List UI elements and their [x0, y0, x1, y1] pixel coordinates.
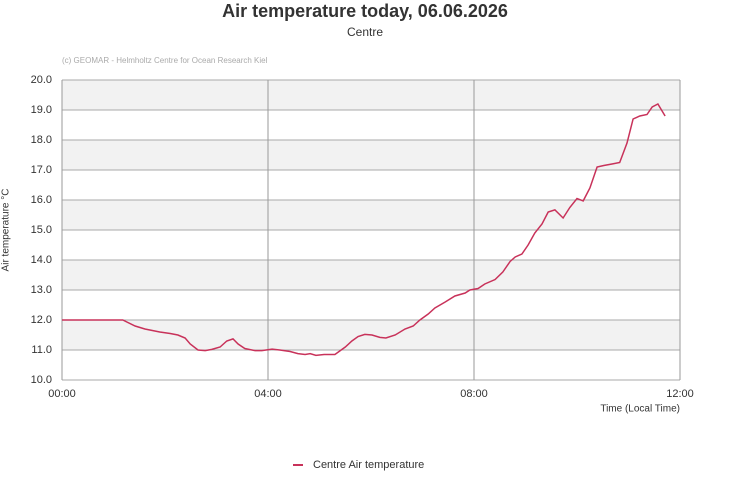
data-line: [62, 103, 666, 357]
grid-band: [62, 80, 680, 110]
y-tick-label: 14.0: [31, 254, 52, 266]
credit: (c) GEOMAR - Helmholtz Centre for Ocean …: [62, 56, 268, 65]
grid-band: [62, 140, 680, 170]
y-tick-label: 10.0: [31, 374, 52, 386]
y-tick-label: 18.0: [31, 134, 52, 146]
x-tick-label: 12:00: [666, 388, 694, 400]
y-tick-label: 15.0: [31, 224, 52, 236]
y-tick-label: 16.0: [31, 194, 52, 206]
legend-label: Centre Air temperature: [313, 459, 424, 471]
chart-subtitle: Centre: [347, 25, 383, 39]
chart-title: Air temperature today, 06.06.2026: [222, 1, 508, 21]
y-tick-label: 17.0: [31, 164, 52, 176]
y-tick-label: 11.0: [31, 344, 52, 356]
y-axis-label: Air temperature °C: [1, 189, 12, 272]
y-tick-label: 20.0: [31, 74, 52, 86]
x-tick-label: 08:00: [460, 388, 488, 400]
x-tick-label: 04:00: [254, 388, 282, 400]
y-tick-label: 12.0: [31, 314, 52, 326]
x-axis-label: Time (Local Time): [600, 404, 680, 415]
y-tick-label: 19.0: [31, 104, 52, 116]
y-tick-label: 13.0: [31, 284, 52, 296]
x-tick-label: 00:00: [48, 388, 76, 400]
grid-band: [62, 260, 680, 290]
grid-band: [62, 200, 680, 230]
